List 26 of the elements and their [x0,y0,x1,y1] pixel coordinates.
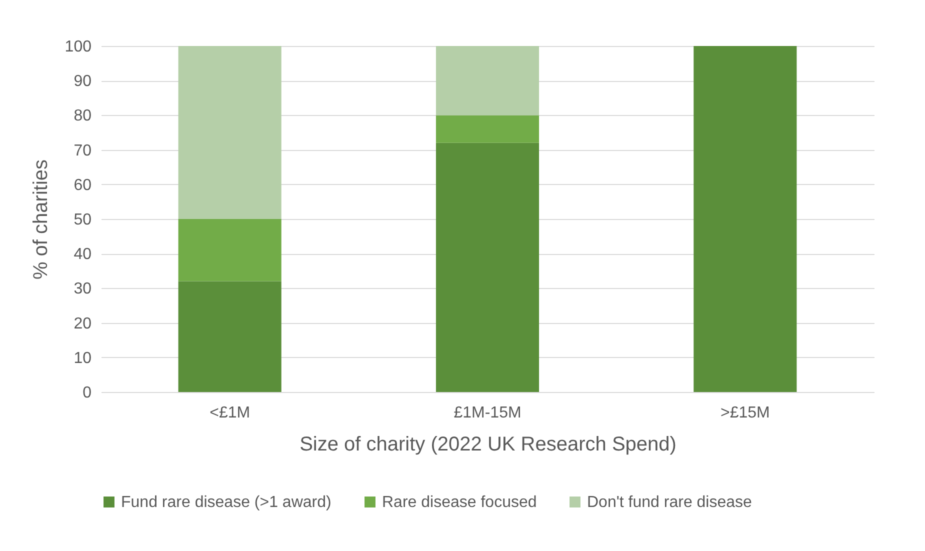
y-tick-label: 90 [74,73,92,90]
bar [178,281,282,392]
y-tick-label: 20 [74,315,92,332]
bar [178,219,282,282]
y-tick-label: 30 [74,280,92,298]
bar [436,142,540,392]
x-tick-label: >£15M [720,404,770,422]
y-tick-label: 50 [74,212,92,228]
bar [436,46,540,116]
legend-label: Rare disease focused [382,494,537,511]
legend-label: Fund rare disease (>1 award) [121,494,332,511]
y-tick-label: 70 [74,142,92,160]
y-tick-label: 60 [74,176,92,194]
bar [694,46,797,392]
x-axis-title: Size of charity (2022 UK Research Spend) [300,434,676,456]
x-tick-label: <£1M [210,404,250,422]
y-axis-title: % of charities [30,159,52,280]
y-tick-label: 40 [74,246,92,264]
y-tick-label: 10 [74,350,92,367]
legend-label: Don't fund rare disease [587,494,752,511]
y-tick-label: 80 [74,108,92,125]
y-tick-label: 0 [82,384,92,402]
bar [178,46,282,219]
y-tick-label: 100 [64,38,92,56]
x-tick-label: £1M-15M [454,404,522,422]
bar [436,115,540,143]
